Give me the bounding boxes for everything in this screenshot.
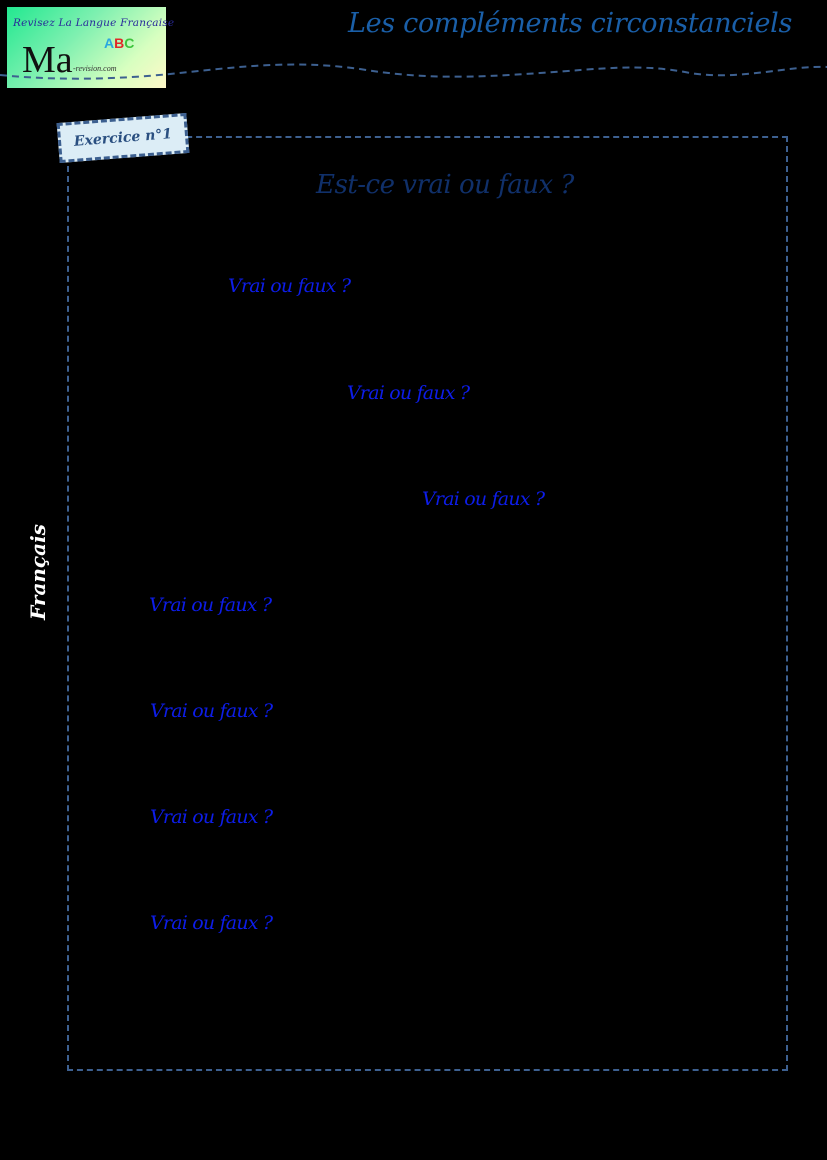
logo-brand: Ma [22, 39, 73, 81]
true-false-prompt: Vrai ou faux ? [228, 275, 351, 297]
page-title: Les compléments circonstanciels [348, 8, 793, 39]
exercise-frame [67, 136, 788, 1071]
true-false-prompt: Vrai ou faux ? [150, 912, 273, 934]
true-false-prompt: Vrai ou faux ? [150, 700, 273, 722]
logo-brand-suffix: -revision.com [73, 64, 117, 73]
logo-tagline: Revisez La Langue Française [13, 17, 175, 29]
site-logo: Revisez La Langue Française Ma -revision… [7, 7, 174, 88]
true-false-prompt: Vrai ou faux ? [150, 806, 273, 828]
wavy-divider [0, 63, 827, 80]
subject-side-label: Français [25, 524, 50, 620]
abc-icon: ABC [104, 35, 135, 51]
true-false-prompt: Vrai ou faux ? [347, 382, 470, 404]
true-false-prompt: Vrai ou faux ? [149, 594, 272, 616]
exercise-tag-label: Exercice n°1 [73, 126, 173, 150]
exercise-title: Est-ce vrai ou faux ? [316, 170, 574, 200]
true-false-prompt: Vrai ou faux ? [422, 488, 545, 510]
